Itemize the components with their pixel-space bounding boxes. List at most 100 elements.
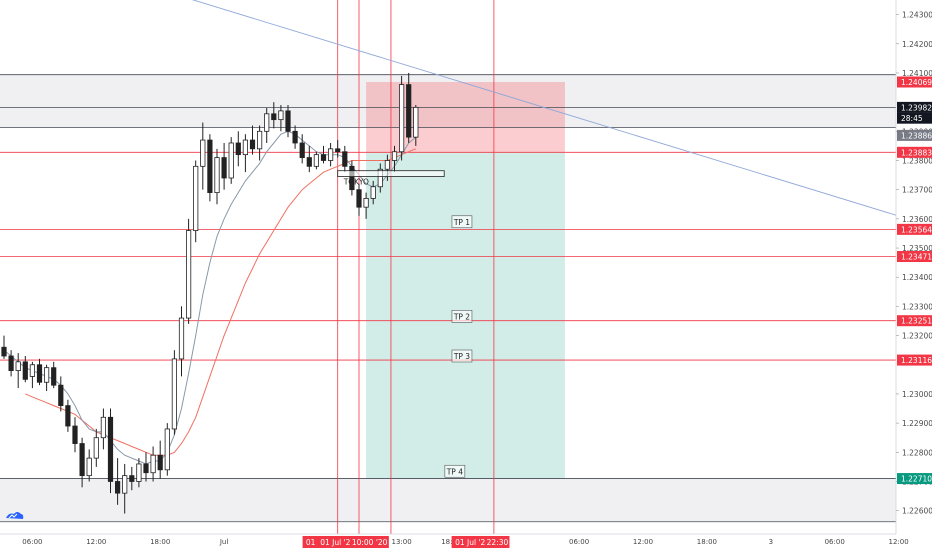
price-badge: 1.23251	[897, 315, 932, 327]
stop-loss-zone[interactable]	[366, 81, 565, 153]
candle-body-up	[363, 198, 369, 208]
candle-body-down	[51, 367, 57, 386]
time-badge: 10:00 '20	[350, 536, 389, 548]
take-profit-tag-label: TP 1	[453, 218, 470, 227]
price-badge: 1.22710	[897, 473, 932, 485]
price-tick-label: 1.23000	[902, 390, 932, 399]
price-badge-background	[897, 101, 932, 113]
time-tick-label: 06:00	[22, 538, 42, 546]
price-badge: 1.23982	[897, 101, 932, 113]
candle	[36, 358, 43, 386]
candle-body-up	[384, 160, 391, 170]
price-badge: 1.23564	[897, 223, 932, 235]
candle-body-down	[1, 346, 7, 357]
tradingview-cloud-icon[interactable]	[6, 512, 24, 519]
candle-body-up	[200, 139, 206, 167]
candle-body-down	[79, 443, 85, 477]
candle-body-up	[391, 151, 398, 161]
candle	[29, 361, 36, 389]
candle	[320, 145, 327, 164]
candle-body-up	[398, 84, 405, 153]
time-badge-background	[350, 536, 389, 548]
time-tick-label: 13:00	[392, 538, 412, 546]
price-badge-background	[897, 129, 932, 141]
take-profit-tag-box	[451, 349, 473, 363]
candle-body-up	[413, 106, 419, 138]
candle-body-down	[335, 148, 341, 153]
price-badge-background	[897, 473, 932, 485]
candle	[214, 148, 220, 205]
time-tick-label: 3	[769, 538, 773, 546]
candle	[171, 350, 177, 435]
time-tick-label: 12:00	[633, 538, 653, 546]
price-tick-label: 1.23200	[902, 332, 932, 341]
candle-body-down	[8, 355, 14, 371]
price-badge-label: 1.23982	[901, 103, 932, 112]
candle-body-up	[122, 475, 128, 494]
time-tick-label: 12:00	[889, 538, 909, 546]
price-badge-label: 1.23886	[901, 131, 932, 140]
candle-body-down	[107, 416, 114, 482]
candle-body-down	[271, 113, 277, 121]
range-zone-0	[0, 74, 896, 128]
slow-moving-average-line	[25, 148, 416, 456]
price-tick-label: 1.22900	[902, 419, 932, 428]
candle-body-down	[320, 154, 327, 161]
session-layer: TOKYO	[337, 170, 445, 187]
candle	[228, 137, 234, 184]
price-tick-label: 1.22800	[902, 448, 932, 457]
candle	[65, 399, 71, 432]
candle	[129, 466, 135, 491]
price-badge-background	[897, 250, 932, 262]
candle-body-up	[136, 463, 142, 482]
candle	[406, 72, 412, 143]
price-badge-label: 1.23883	[901, 148, 932, 157]
time-badge-background	[316, 536, 359, 548]
candle	[122, 463, 128, 514]
price-tick-label: 1.23700	[902, 186, 932, 195]
candle-body-up	[377, 168, 383, 188]
candle-body-down	[306, 157, 312, 167]
candle	[413, 105, 419, 146]
candle	[363, 192, 369, 219]
candle	[136, 458, 142, 488]
time-tick-label: Jul	[219, 538, 229, 546]
candle	[278, 105, 284, 132]
candle	[349, 160, 355, 196]
candle	[58, 376, 64, 412]
trendline-layer[interactable]	[174, 0, 897, 216]
price-badge-label: 1.23471	[901, 252, 932, 261]
candle-body-down	[72, 425, 78, 444]
candle-body-up	[327, 148, 334, 161]
candle	[79, 437, 85, 488]
candle	[150, 446, 156, 482]
candle	[391, 145, 398, 173]
candle-body-down	[115, 481, 121, 494]
candle-body-up	[93, 437, 99, 459]
price-axis[interactable]: 1.243001.242001.241001.239001.238001.237…	[895, 0, 932, 550]
candle-body-down	[36, 364, 43, 383]
candle-body-up	[256, 130, 263, 150]
price-tick-label: 1.24300	[902, 11, 932, 20]
take-profit-tag-2: TP 2	[451, 310, 473, 323]
candle-body-up	[313, 154, 320, 167]
candle-body-down	[285, 110, 291, 132]
candle	[100, 408, 106, 450]
price-badge: 1.23883	[897, 146, 932, 158]
candle-body-up	[178, 317, 185, 360]
price-badge-label: 1.23564	[901, 225, 932, 234]
candle-body-up	[278, 110, 284, 121]
time-axis[interactable]: 06:00 12:00 18:00 Jul 13:00 18:00 06:00 12:00 18…	[0, 533, 932, 550]
time-badge: 01 Jul '20	[316, 536, 359, 548]
short-position-layer[interactable]	[366, 81, 565, 479]
candle-body-up	[185, 230, 192, 319]
price-badge-background	[897, 315, 932, 327]
horizontal-lines-layer	[0, 74, 896, 523]
time-badge: 22:30	[485, 536, 510, 548]
trendline[interactable]	[174, 0, 897, 216]
take-profit-tag-box	[444, 464, 466, 478]
take-profit-tag-box	[451, 215, 473, 229]
candle	[342, 145, 348, 173]
